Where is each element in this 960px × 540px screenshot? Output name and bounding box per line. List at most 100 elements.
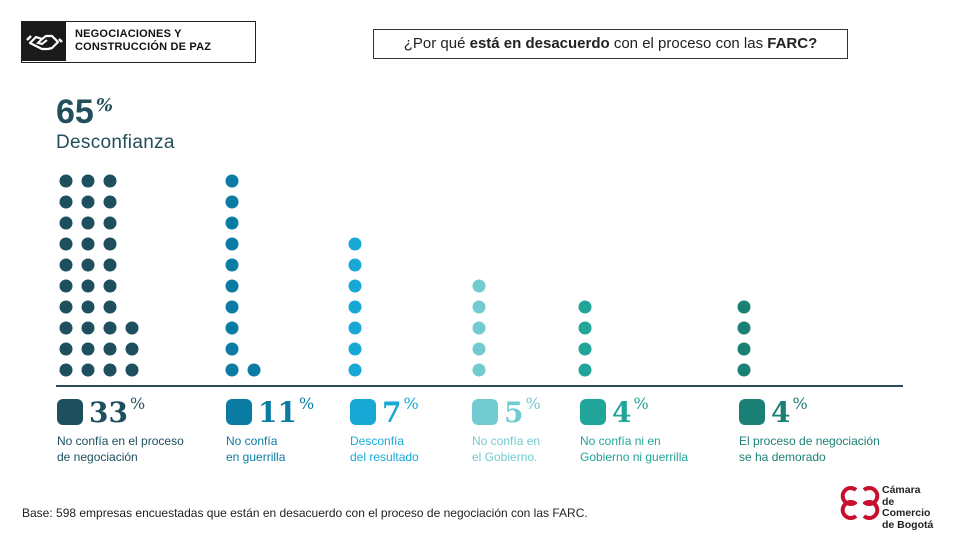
category-unit: % <box>298 394 315 413</box>
data-dot <box>348 258 362 272</box>
data-dot <box>125 342 139 356</box>
data-dot <box>103 195 117 209</box>
data-dot <box>103 174 117 188</box>
category-label-line2: Gobierno ni guerrilla <box>580 450 689 464</box>
handshake-icon <box>22 22 66 61</box>
category-swatch <box>472 399 498 425</box>
question-text-2: con el proceso con las <box>609 35 768 52</box>
data-dot <box>59 321 73 335</box>
category-percentage: 5% <box>504 394 541 429</box>
headline-unit: % <box>95 95 113 116</box>
category-swatch <box>580 399 606 425</box>
data-dot <box>225 258 239 272</box>
category-label: El proceso de negociación se ha demorado <box>739 433 880 465</box>
category-label: Desconfía del resultado <box>350 433 419 465</box>
category-value: 4 <box>612 396 632 429</box>
category-unit: % <box>633 394 649 413</box>
data-dot <box>103 258 117 272</box>
dot-group-1 <box>59 174 139 377</box>
data-dot <box>59 258 73 272</box>
category-unit: % <box>129 394 146 413</box>
data-dot <box>225 237 239 251</box>
data-dot <box>225 321 239 335</box>
data-dot <box>225 174 239 188</box>
data-dot <box>125 363 139 377</box>
category-label-line1: No confía en <box>472 434 541 448</box>
category-unit: % <box>792 394 808 413</box>
dot-group-3 <box>348 237 362 377</box>
footnote-base: Base: 598 empresas encuestadas que están… <box>22 506 588 520</box>
data-dot <box>125 321 139 335</box>
category-label-line2: el Gobierno. <box>472 450 538 464</box>
dot-group-5 <box>578 300 592 377</box>
data-dot <box>225 363 239 377</box>
section-badge: NEGOCIACIONES Y CONSTRUCCIÓN DE PAZ <box>21 21 256 63</box>
data-dot <box>103 300 117 314</box>
category-label-line2: en guerrilla <box>226 450 286 464</box>
logo-line2: de Comercio <box>882 495 931 519</box>
category-swatch <box>226 399 252 425</box>
data-dot <box>737 321 751 335</box>
category-label: No confía en guerrilla <box>226 433 285 465</box>
data-dot <box>59 237 73 251</box>
data-dot <box>225 195 239 209</box>
category-percentage: 4% <box>771 394 808 429</box>
ccb-logo: Cámara de Comercio de Bogotá <box>838 483 938 530</box>
section-title-line1: NEGOCIACIONES Y <box>75 28 182 40</box>
category-value: 33 <box>89 396 128 429</box>
category-percentage: 4% <box>612 394 649 429</box>
data-dot <box>59 363 73 377</box>
dot-group-6 <box>737 300 751 377</box>
data-dot <box>578 342 592 356</box>
data-dot <box>348 342 362 356</box>
category-value: 11 <box>258 396 297 429</box>
data-dot <box>225 300 239 314</box>
ccb-logo-text: Cámara de Comercio de Bogotá <box>882 484 938 531</box>
data-dot <box>59 216 73 230</box>
data-dot <box>225 342 239 356</box>
category-label-line2: del resultado <box>350 450 419 464</box>
section-title-line2: CONSTRUCCIÓN DE PAZ <box>75 41 212 53</box>
data-dot <box>81 363 95 377</box>
category-label-line1: No confía ni en <box>580 434 661 448</box>
category-label-line1: No confía <box>226 434 278 448</box>
question-text-bold: está en desacuerdo <box>469 35 610 52</box>
data-dot <box>81 195 95 209</box>
data-dot <box>103 342 117 356</box>
category-percentage: 11% <box>258 394 315 429</box>
data-dot <box>348 321 362 335</box>
category-value: 7 <box>382 396 402 429</box>
data-dot <box>81 174 95 188</box>
data-dot <box>59 174 73 188</box>
question-text-1: ¿Por qué <box>403 35 470 52</box>
data-dot <box>59 195 73 209</box>
data-dot <box>578 363 592 377</box>
category-label: No confía en el proceso de negociación <box>57 433 184 465</box>
ccb-logo-icon <box>840 486 880 520</box>
category-label: No confía en el Gobierno. <box>472 433 540 465</box>
category-unit: % <box>525 394 541 413</box>
dot-group-4 <box>472 279 486 377</box>
data-dot <box>81 321 95 335</box>
dot-group-2 <box>225 174 261 377</box>
data-dot <box>737 342 751 356</box>
category-percentage: 7% <box>382 394 419 429</box>
data-dot <box>59 300 73 314</box>
category-value: 5 <box>504 396 524 429</box>
data-dot <box>472 363 486 377</box>
headline-percentage: 65% <box>56 93 113 132</box>
category-percentage: 33% <box>89 394 146 429</box>
category-swatch <box>350 399 376 425</box>
headline-value: 65 <box>56 93 94 131</box>
data-dot <box>59 279 73 293</box>
data-dot <box>472 279 486 293</box>
data-dot <box>348 363 362 377</box>
data-dot <box>103 321 117 335</box>
category-label-line1: El proceso de negociación <box>739 434 880 448</box>
data-dot <box>81 300 95 314</box>
data-dot <box>348 279 362 293</box>
question-box: ¿Por qué está en desacuerdo con el proce… <box>373 29 848 59</box>
data-dot <box>103 216 117 230</box>
data-dot <box>103 279 117 293</box>
dot-chart <box>59 174 751 377</box>
